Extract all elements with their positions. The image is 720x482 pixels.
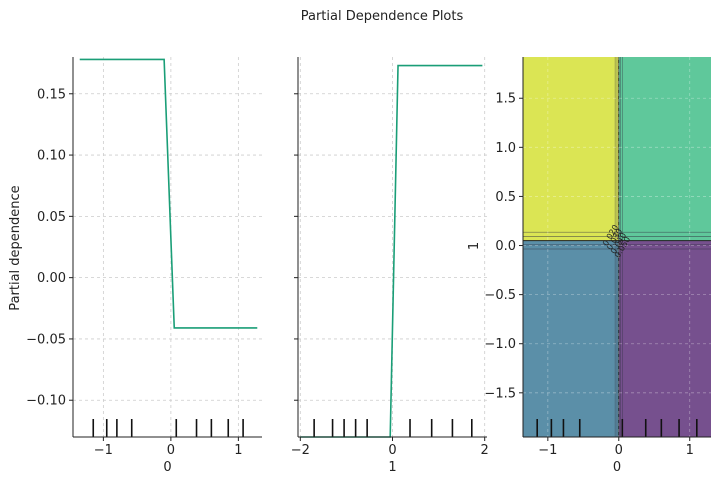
x-tick-label: 0 [167,443,175,458]
y-tick-label: 0.0 [495,239,516,254]
y-tick-label: 0.15 [37,87,66,102]
heatmap-region-top-left [523,57,619,241]
y-tick-label: 0.10 [37,149,66,164]
x-tick-label: 1 [234,443,242,458]
x-tick-label: −1 [538,443,557,458]
y-tick-label: −1.5 [484,386,516,401]
y-tick-label: 1.0 [495,141,516,156]
pd-line-pd [300,64,483,438]
y-tick-label: −0.10 [26,394,66,409]
y-tick-label: −0.05 [26,332,66,347]
y-tick-label: 1.5 [495,92,516,107]
y-axis-label: 1 [467,242,482,250]
y-tick-label: −1.0 [484,337,516,352]
panel-feature-0: −1 0 1 −0.10 −0.05 0.00 0.05 0.10 0.15 0 Partial d… [8,57,262,475]
y-tick-label: 0.05 [37,210,66,225]
panel-feature-1: −2 0 2 1 [291,57,489,475]
y-axis-label: Partial dependence [8,185,23,310]
x-axis-label: 0 [613,460,621,475]
x-tick-label: 0 [388,443,396,458]
x-axis-label: 1 [388,460,396,475]
x-tick-label: −1 [94,443,113,458]
x-tick-label: 1 [686,443,694,458]
heatmap-region-top-right [618,57,711,241]
heatmap-region-bottom-right [618,240,711,437]
figure-title: Partial Dependence Plots [301,9,464,24]
y-tick-label: 0.00 [37,271,66,286]
x-axis-label: 0 [163,460,171,475]
x-tick-label: 0 [615,443,623,458]
pd-line-pd [79,58,258,329]
x-tick-label: −2 [291,443,310,458]
heatmap-region-bottom-left [523,240,619,437]
x-tick-label: 2 [481,443,489,458]
y-tick-label: −0.5 [484,288,516,303]
y-tick-label: 0.5 [495,190,516,205]
